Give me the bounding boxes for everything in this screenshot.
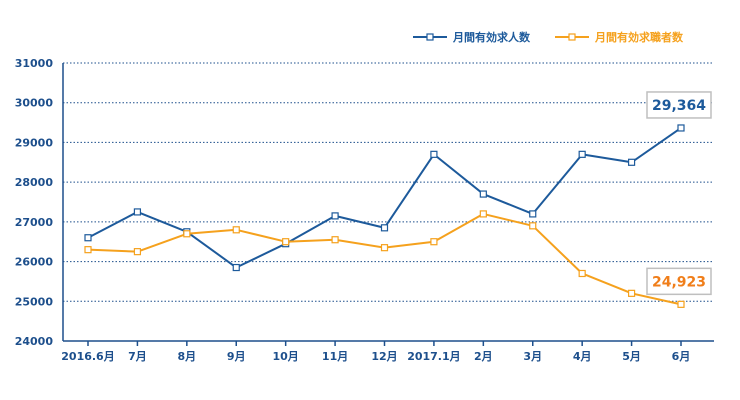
data-point: [578, 150, 586, 158]
data-point: [232, 226, 240, 234]
x-tick-label: 5月: [622, 350, 641, 363]
data-point: [331, 236, 339, 244]
x-tick-label: 3月: [523, 350, 542, 363]
data-point: [133, 208, 142, 216]
x-tick-label: 4月: [573, 350, 592, 363]
data-point: [479, 190, 487, 198]
y-tick-label: 25000: [15, 295, 54, 308]
y-tick-label: 30000: [15, 97, 54, 110]
y-tick-label: 24000: [15, 335, 54, 348]
x-tick-label: 11月: [322, 350, 348, 363]
callout-box: [646, 267, 712, 296]
legend-label-1: 月間有効求職者数: [594, 30, 684, 44]
x-tick-label: 2月: [474, 350, 493, 363]
data-point: [380, 224, 389, 232]
data-point: [529, 210, 537, 218]
legend-marker-1: [568, 33, 576, 41]
y-tick-label: 26000: [15, 256, 54, 269]
data-point: [627, 158, 636, 166]
data-point: [282, 238, 290, 246]
y-tick-label: 28000: [15, 176, 54, 189]
y-tick-label: 29000: [15, 136, 54, 149]
legend-label-0: 月間有効求人数: [452, 30, 531, 44]
x-tick-label: 8月: [178, 350, 197, 363]
x-tick-label: 7月: [128, 350, 147, 363]
y-tick-label: 31000: [15, 57, 54, 70]
data-point: [677, 124, 685, 132]
data-point: [380, 244, 389, 252]
data-point: [84, 246, 92, 254]
x-tick-label: 2016.6月: [61, 350, 114, 363]
y-tick-label: 27000: [15, 216, 54, 229]
data-point: [677, 300, 685, 308]
legend-marker-0: [426, 33, 434, 41]
data-point: [331, 212, 339, 220]
data-point: [232, 263, 240, 272]
callout-label: 29,364: [652, 98, 706, 114]
x-tick-label: 10月: [273, 350, 299, 363]
callout-label: 24,923: [652, 274, 706, 290]
data-point: [430, 238, 438, 246]
data-point: [627, 289, 636, 297]
data-point: [529, 222, 537, 230]
x-tick-label: 12月: [371, 350, 397, 363]
x-tick-label: 2017.1月: [407, 350, 460, 363]
callout-box: [646, 91, 712, 119]
x-tick-label: 9月: [227, 350, 246, 363]
data-point: [479, 210, 487, 218]
data-point: [84, 234, 92, 242]
x-tick-label: 6月: [672, 350, 691, 363]
data-point: [133, 248, 142, 256]
data-point: [183, 230, 191, 238]
data-point: [430, 150, 438, 158]
data-point: [578, 269, 586, 278]
